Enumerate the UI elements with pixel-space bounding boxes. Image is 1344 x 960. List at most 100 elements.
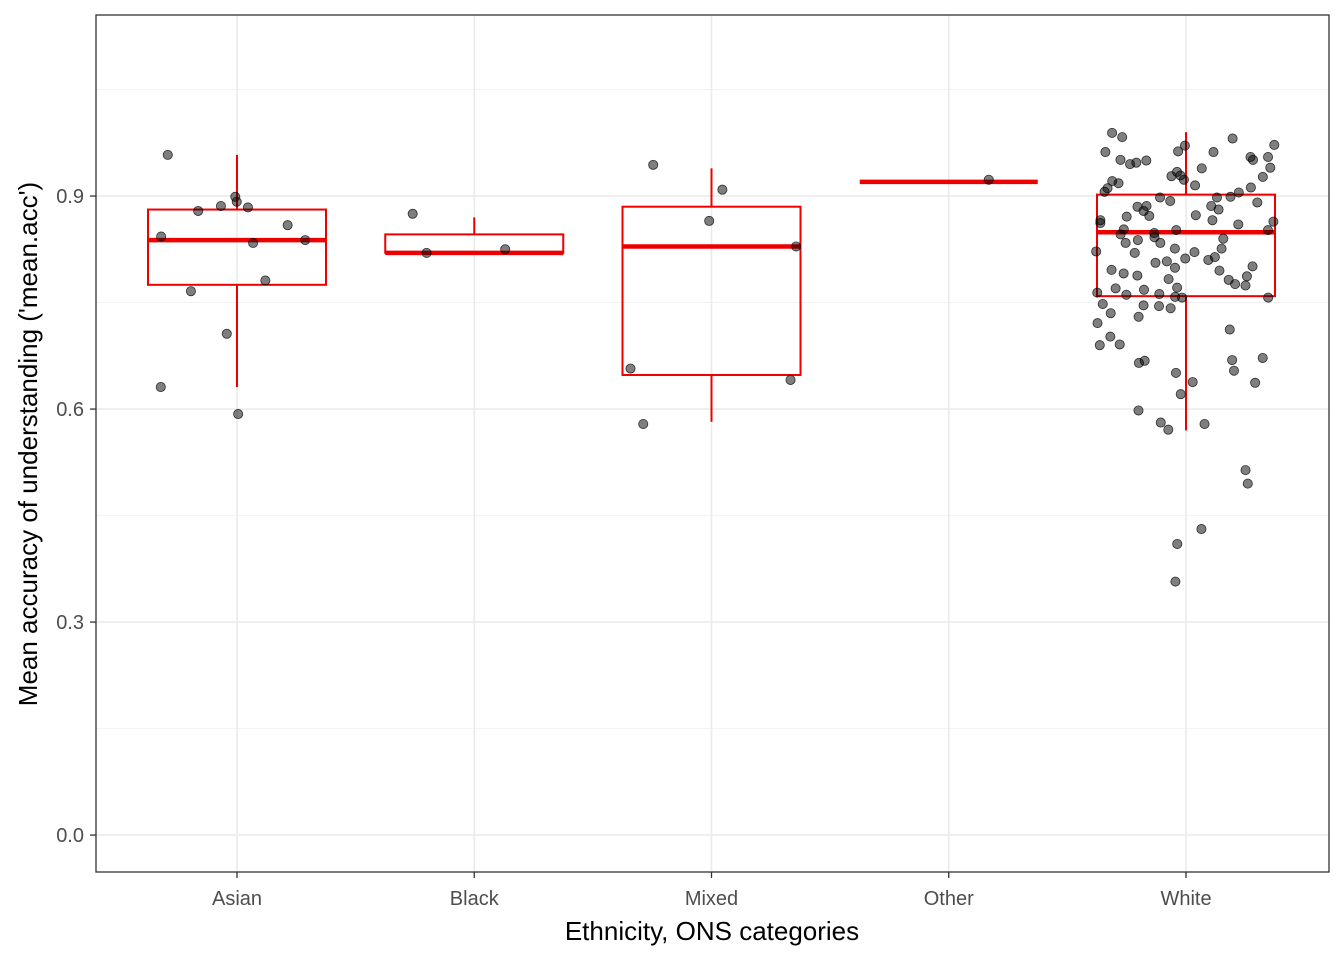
data-point xyxy=(1155,237,1166,248)
x-tick-label: Mixed xyxy=(685,888,738,910)
data-points xyxy=(155,127,1280,587)
data-point xyxy=(791,241,802,252)
plot-background xyxy=(96,15,1329,872)
data-point xyxy=(1171,225,1182,236)
data-point xyxy=(1110,283,1121,294)
data-point xyxy=(221,328,232,339)
data-point xyxy=(1228,365,1239,376)
data-point xyxy=(1187,377,1198,388)
plot-border xyxy=(95,14,1330,873)
data-point xyxy=(1262,225,1273,236)
data-point xyxy=(1227,133,1238,144)
x-tick-label: Other xyxy=(924,888,974,910)
data-point xyxy=(1240,280,1251,291)
data-point xyxy=(1199,418,1210,429)
data-point xyxy=(1154,289,1165,300)
data-point xyxy=(1095,215,1106,226)
data-point xyxy=(1263,292,1274,303)
data-point xyxy=(717,184,728,195)
data-point xyxy=(233,409,244,420)
data-point xyxy=(1177,292,1188,303)
data-point xyxy=(1189,247,1200,258)
data-point xyxy=(1172,538,1183,549)
data-point xyxy=(1141,155,1152,166)
data-point xyxy=(193,205,204,216)
data-point xyxy=(1175,389,1186,400)
data-point xyxy=(1144,210,1155,221)
data-point xyxy=(1223,274,1234,285)
data-point xyxy=(407,208,418,219)
data-point xyxy=(1094,340,1105,351)
data-point xyxy=(1190,210,1201,221)
data-point xyxy=(1161,256,1172,267)
data-point xyxy=(1206,200,1217,211)
data-point xyxy=(1240,465,1251,476)
data-point xyxy=(1225,191,1236,202)
data-point xyxy=(300,235,311,246)
box-iqr xyxy=(147,208,327,286)
box-black xyxy=(384,217,565,256)
data-point xyxy=(1180,253,1191,264)
x-tick-label: Asian xyxy=(212,888,262,910)
data-point xyxy=(185,286,196,297)
x-tick-label: Black xyxy=(450,888,500,910)
data-point xyxy=(1114,339,1125,350)
data-point xyxy=(1115,229,1126,240)
data-point xyxy=(1132,235,1143,246)
data-point xyxy=(1092,287,1103,298)
data-point xyxy=(1169,243,1180,254)
data-point xyxy=(1250,377,1261,388)
data-point xyxy=(1133,405,1144,416)
data-point xyxy=(1216,243,1227,254)
data-point xyxy=(1155,192,1166,203)
data-point xyxy=(231,196,242,207)
data-point xyxy=(1120,237,1131,248)
data-point xyxy=(1091,246,1102,257)
data-point xyxy=(1208,147,1219,158)
data-point xyxy=(1115,154,1126,165)
y-tick-label: 0.0 xyxy=(56,825,84,847)
data-point xyxy=(1107,127,1118,138)
data-point xyxy=(1263,152,1274,163)
data-point xyxy=(1132,270,1143,281)
data-point xyxy=(1170,576,1181,587)
data-point xyxy=(1257,171,1268,182)
data-point xyxy=(1269,139,1280,150)
data-point xyxy=(1268,216,1279,227)
data-point xyxy=(1163,424,1174,435)
data-point xyxy=(1190,180,1201,191)
data-point xyxy=(1173,146,1184,157)
data-point xyxy=(625,363,636,374)
data-point xyxy=(1092,318,1103,329)
grid-lines xyxy=(96,15,1329,872)
data-point xyxy=(1252,197,1263,208)
data-point xyxy=(1121,289,1132,300)
data-point xyxy=(1211,192,1222,203)
data-point xyxy=(1247,261,1258,272)
data-point xyxy=(1149,227,1160,238)
data-point xyxy=(1131,157,1142,168)
data-point xyxy=(1178,174,1189,185)
data-point xyxy=(785,374,796,385)
data-point xyxy=(155,382,166,393)
data-point xyxy=(1265,162,1276,173)
y-tick-label: 0.6 xyxy=(56,399,84,421)
data-point xyxy=(1154,301,1165,312)
y-axis-title: Mean accuracy of understanding ('mean.ac… xyxy=(13,182,43,706)
data-point xyxy=(1165,196,1176,207)
data-point xyxy=(500,244,511,255)
data-point xyxy=(215,200,226,211)
data-point xyxy=(1241,271,1252,282)
data-point xyxy=(1155,417,1166,428)
data-point xyxy=(1203,254,1214,265)
data-point xyxy=(1224,324,1235,335)
data-point xyxy=(1257,352,1268,363)
x-tick-label: White xyxy=(1160,888,1211,910)
data-point xyxy=(1132,201,1143,212)
y-tick-label: 0.9 xyxy=(56,186,84,208)
data-point xyxy=(248,237,259,248)
data-point xyxy=(1138,300,1149,311)
data-point xyxy=(638,418,649,429)
data-point xyxy=(1172,282,1183,293)
